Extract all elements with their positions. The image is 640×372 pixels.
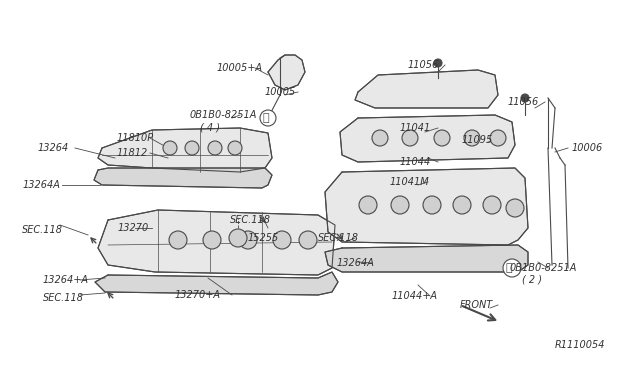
Polygon shape	[355, 70, 498, 108]
Circle shape	[260, 110, 276, 126]
Circle shape	[453, 196, 471, 214]
Text: 0B1B0-8251A: 0B1B0-8251A	[190, 110, 257, 120]
Text: 11041M: 11041M	[390, 177, 429, 187]
Circle shape	[434, 130, 450, 146]
Circle shape	[359, 196, 377, 214]
Text: SEC.118: SEC.118	[318, 233, 359, 243]
Circle shape	[423, 196, 441, 214]
Text: 13270+A: 13270+A	[175, 290, 221, 300]
Circle shape	[521, 94, 529, 102]
Text: 13264: 13264	[38, 143, 69, 153]
Text: 13264+A: 13264+A	[43, 275, 89, 285]
Text: 13270: 13270	[118, 223, 149, 233]
Text: 11056: 11056	[408, 60, 439, 70]
Circle shape	[391, 196, 409, 214]
Text: ( 2 ): ( 2 )	[522, 275, 542, 285]
Text: 13264A: 13264A	[337, 258, 375, 268]
Text: ⒱: ⒱	[506, 263, 512, 273]
Polygon shape	[94, 168, 272, 188]
Text: 11041: 11041	[400, 123, 431, 133]
Circle shape	[503, 259, 521, 277]
Circle shape	[208, 141, 222, 155]
Text: 11095: 11095	[462, 135, 493, 145]
Text: 11056: 11056	[508, 97, 540, 107]
Text: 10006: 10006	[572, 143, 604, 153]
Text: SEC.118: SEC.118	[230, 215, 271, 225]
Polygon shape	[95, 272, 338, 295]
Text: 0B1B0-8251A: 0B1B0-8251A	[510, 263, 577, 273]
Circle shape	[169, 231, 187, 249]
Circle shape	[434, 59, 442, 67]
Polygon shape	[98, 210, 335, 275]
Polygon shape	[268, 55, 305, 90]
Circle shape	[490, 130, 506, 146]
Polygon shape	[325, 245, 528, 272]
Text: 10005+A: 10005+A	[217, 63, 263, 73]
Text: FRONT: FRONT	[460, 300, 493, 310]
Circle shape	[402, 130, 418, 146]
Polygon shape	[98, 128, 272, 172]
Text: R1110054: R1110054	[555, 340, 605, 350]
Circle shape	[203, 231, 221, 249]
Text: SEC.118: SEC.118	[43, 293, 84, 303]
Text: 11044+A: 11044+A	[392, 291, 438, 301]
Text: 13264A: 13264A	[23, 180, 61, 190]
Circle shape	[506, 199, 524, 217]
Text: ⒱: ⒱	[262, 113, 269, 123]
Circle shape	[299, 231, 317, 249]
Polygon shape	[325, 168, 528, 245]
Text: 15255: 15255	[248, 233, 279, 243]
Circle shape	[372, 130, 388, 146]
Circle shape	[273, 231, 291, 249]
Circle shape	[228, 141, 242, 155]
Text: 11044: 11044	[400, 157, 431, 167]
Text: 10005: 10005	[265, 87, 296, 97]
Circle shape	[483, 196, 501, 214]
Circle shape	[163, 141, 177, 155]
Text: ( 4 ): ( 4 )	[200, 123, 220, 133]
Text: 11810P: 11810P	[117, 133, 154, 143]
Circle shape	[185, 141, 199, 155]
Circle shape	[239, 231, 257, 249]
Text: 11812: 11812	[117, 148, 148, 158]
Text: SEC.118: SEC.118	[22, 225, 63, 235]
Circle shape	[464, 130, 480, 146]
Polygon shape	[340, 115, 515, 162]
Circle shape	[229, 229, 247, 247]
